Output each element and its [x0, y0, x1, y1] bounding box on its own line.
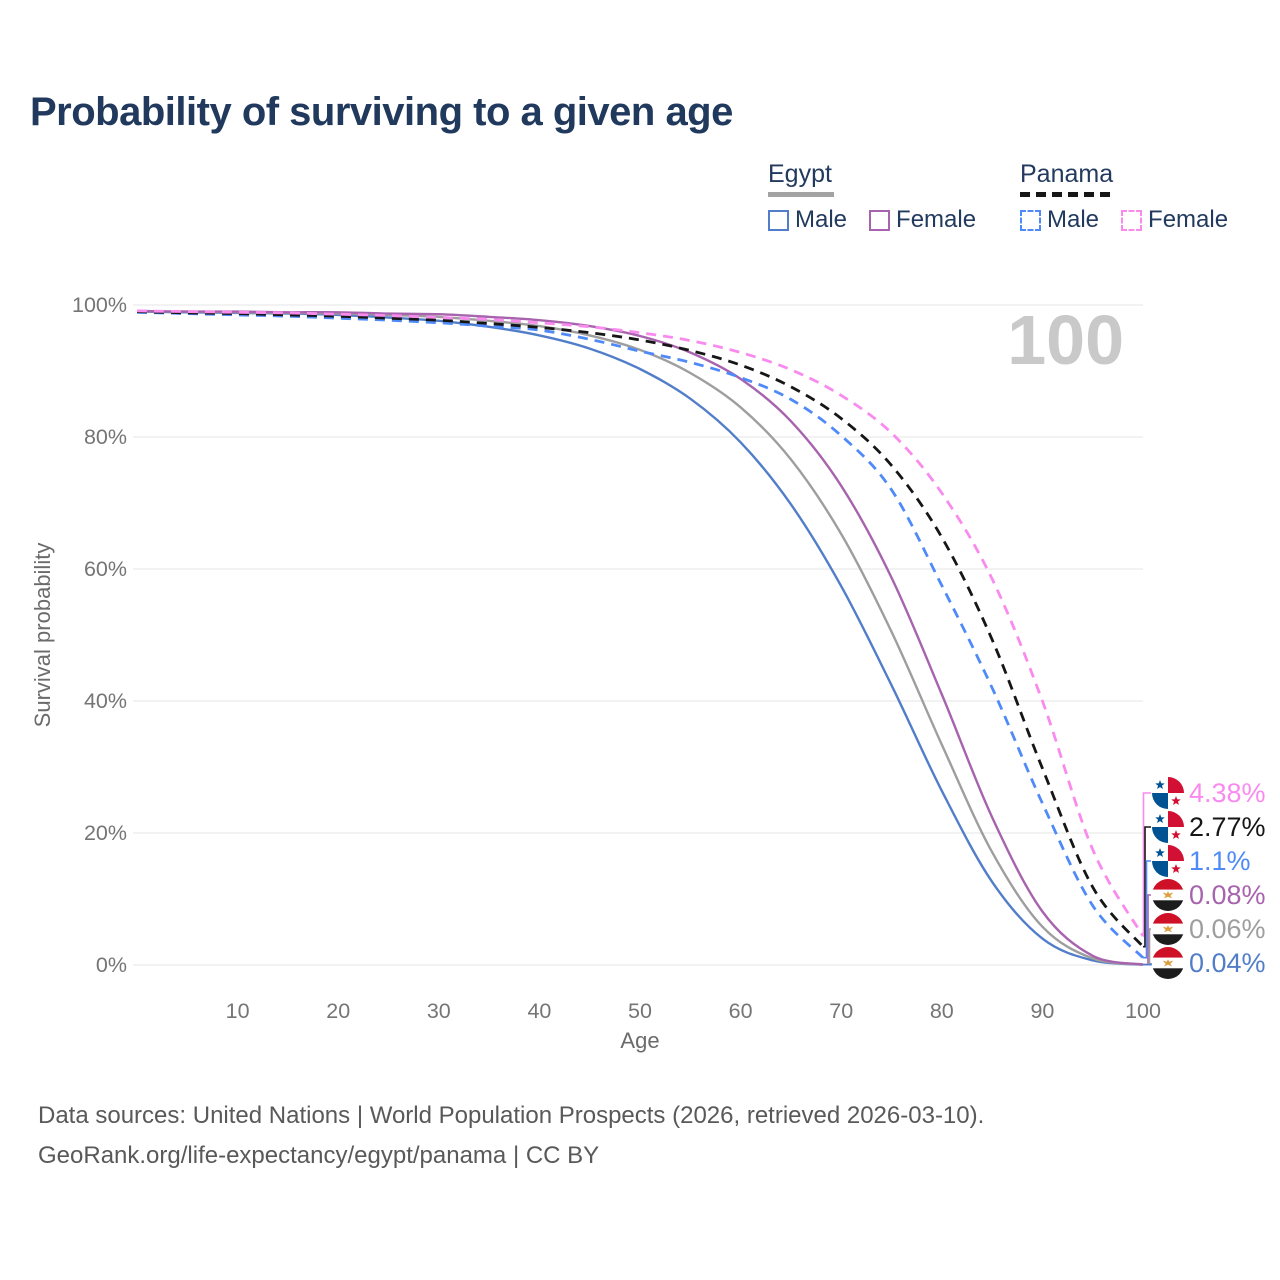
- end-value-label: 0.04%: [1189, 948, 1266, 978]
- end-label-row-panama-both-sexes: 2.77%: [1143, 811, 1266, 948]
- end-label-column: 4.38% 2.77% 1.1% 0.08% 0.06% 0.04%: [1142, 777, 1266, 979]
- y-tick-label: 80%: [84, 425, 127, 449]
- x-axis: 10 20 30 40 50 60 70 80 90 100 Age: [226, 999, 1161, 1053]
- end-value-label: 0.08%: [1189, 880, 1266, 910]
- end-label-row-panama-male: 1.1%: [1143, 845, 1251, 959]
- x-tick-label: 70: [829, 999, 853, 1023]
- y-tick-label: 40%: [84, 689, 127, 713]
- legend-group-egypt: Egypt Male Female: [768, 160, 976, 234]
- legend-item-egypt-male[interactable]: Male: [768, 206, 847, 234]
- panama-male-swatch-icon: [1020, 209, 1041, 231]
- x-tick-label: 40: [527, 999, 551, 1023]
- y-tick-label: 100%: [72, 293, 127, 317]
- x-tick-label: 80: [930, 999, 954, 1023]
- label-connector-line: [1143, 963, 1152, 966]
- end-value-label: 0.06%: [1189, 914, 1266, 944]
- end-label-row-panama-female: 4.38%: [1142, 777, 1266, 937]
- x-tick-label: 20: [326, 999, 350, 1023]
- egypt-flag-icon: [1152, 947, 1184, 979]
- legend-panama-title: Panama: [1020, 160, 1114, 188]
- series-lines: [136, 309, 1145, 966]
- egypt-solid-line-sample: [768, 192, 834, 197]
- x-tick-label: 30: [427, 999, 451, 1023]
- x-tick-label: 90: [1030, 999, 1054, 1023]
- end-value-label: 2.77%: [1189, 812, 1266, 842]
- legend-label-panama-male: Male: [1047, 206, 1100, 233]
- x-tick-label: 60: [729, 999, 753, 1023]
- legend-item-egypt-female[interactable]: Female: [869, 206, 976, 234]
- x-tick-label: 50: [628, 999, 652, 1023]
- y-tick-label: 0%: [96, 953, 127, 977]
- egypt-flag-icon: [1152, 879, 1184, 911]
- x-tick-label: 10: [226, 999, 250, 1023]
- legend-item-panama-male[interactable]: Male: [1020, 206, 1099, 234]
- legend-label-panama-female: Female: [1148, 206, 1229, 233]
- data-source-footer: Data sources: United Nations | World Pop…: [38, 1096, 984, 1176]
- panama-dashed-line-sample: [1020, 192, 1112, 197]
- page-title: Probability of surviving to a given age: [30, 90, 733, 134]
- egypt-female-swatch-icon: [869, 209, 891, 231]
- y-tick-label: 20%: [84, 821, 127, 845]
- end-label-row-egypt-female: 0.08%: [1143, 879, 1266, 966]
- legend-label-egypt-female: Female: [896, 206, 977, 233]
- egypt-male-swatch-icon: [768, 209, 789, 231]
- series-line-egypt-female: [136, 309, 1144, 966]
- label-connector-line: [1143, 860, 1151, 959]
- series-line-panama-male: [136, 310, 1145, 959]
- end-value-label: 1.1%: [1189, 846, 1251, 876]
- panama-flag-icon: [1152, 811, 1184, 843]
- x-axis-title: Age: [620, 1028, 659, 1053]
- label-connector-line: [1142, 792, 1151, 937]
- end-label-row-egypt-both-sexes: 0.06%: [1143, 913, 1266, 966]
- legend-group-panama: Panama Male Female: [1020, 160, 1228, 234]
- end-value-label: 4.38%: [1189, 778, 1266, 808]
- panama-flag-icon: [1152, 777, 1184, 809]
- series-line-panama-female: [136, 309, 1145, 937]
- legend-label-egypt-male: Male: [795, 206, 848, 233]
- egypt-flag-icon: [1152, 913, 1184, 945]
- series-line-panama-both-sexes: [136, 310, 1145, 948]
- label-connector-line: [1143, 826, 1151, 948]
- source-line: Data sources: United Nations | World Pop…: [38, 1102, 985, 1129]
- y-tick-label: 60%: [84, 557, 127, 581]
- y-axis-title: Survival probability: [30, 543, 55, 728]
- end-label-row-egypt-male: 0.04%: [1143, 947, 1266, 979]
- age-watermark: 100: [1007, 301, 1124, 379]
- panama-female-swatch-icon: [1121, 209, 1143, 231]
- gridlines: 0% 20% 40% 60% 80% 100%: [72, 293, 1143, 977]
- panama-flag-icon: [1152, 845, 1184, 877]
- legend-egypt-title: Egypt: [768, 160, 832, 188]
- attribution-line: GeoRank.org/life-expectancy/egypt/panama…: [38, 1142, 600, 1169]
- legend-item-panama-female[interactable]: Female: [1121, 206, 1228, 234]
- x-tick-label: 100: [1125, 999, 1161, 1023]
